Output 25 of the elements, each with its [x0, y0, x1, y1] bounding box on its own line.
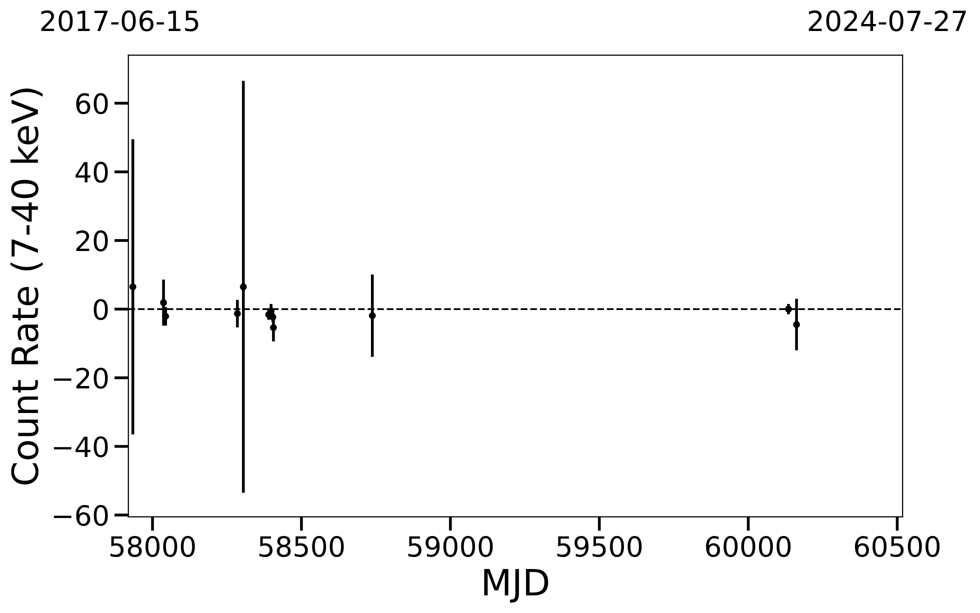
y-tick-label: −40: [54, 436, 108, 458]
y-axis-title: Count Rate (7-40 keV): [10, 88, 43, 484]
text: 2017-06-15: [41, 10, 198, 32]
y-tick-label: 20: [76, 230, 108, 252]
y-tick-label: 0: [94, 299, 108, 320]
x-tick-label: 59000: [408, 536, 493, 558]
point: [129, 283, 136, 290]
y-tick-label: 40: [76, 162, 108, 183]
y-tick-label: 60: [76, 93, 108, 114]
point: [240, 283, 247, 290]
x-tick-label: 59500: [557, 536, 642, 558]
x-tick-label: 58500: [259, 536, 344, 558]
x-tick-label: 60500: [854, 536, 940, 558]
point: [162, 312, 170, 320]
x-axis-title: MJD: [484, 569, 548, 603]
point: [234, 310, 241, 318]
point: [793, 321, 800, 328]
text: 2024-07-27: [808, 10, 966, 32]
point: [160, 299, 168, 306]
point: [368, 312, 376, 320]
y-tick-label: −60: [54, 504, 108, 526]
y-tick-label: −20: [54, 368, 108, 389]
x-tick-label: 58000: [110, 536, 195, 558]
x-tick-label: 60000: [706, 536, 791, 558]
point: [270, 324, 277, 332]
